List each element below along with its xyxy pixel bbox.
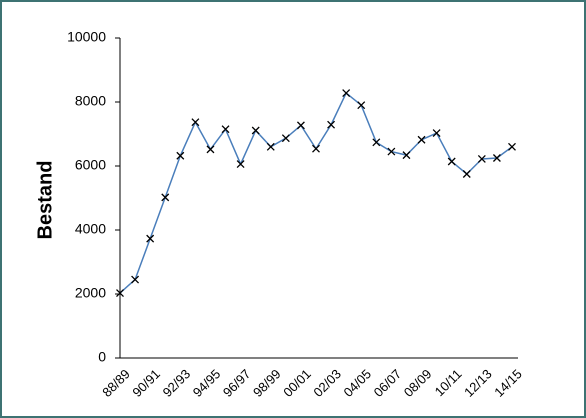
marker	[146, 234, 155, 243]
marker	[417, 135, 426, 144]
marker	[116, 289, 124, 297]
marker	[462, 170, 471, 178]
y-tick-label: 8000	[75, 93, 106, 109]
marker	[312, 144, 320, 153]
marker	[236, 160, 245, 169]
marker	[432, 129, 441, 137]
y-tick-label: 10000	[67, 29, 106, 45]
marker	[372, 138, 381, 147]
marker	[492, 154, 501, 162]
y-tick-label: 0	[98, 349, 106, 365]
y-tick-label: 6000	[75, 157, 106, 173]
marker	[191, 118, 200, 127]
y-tick-label: 2000	[75, 285, 106, 301]
marker	[447, 157, 456, 166]
marker	[176, 151, 185, 160]
marker	[508, 142, 516, 151]
marker	[387, 147, 396, 156]
marker	[402, 151, 411, 160]
marker	[251, 126, 260, 135]
marker	[281, 134, 290, 143]
marker	[266, 142, 275, 151]
marker	[131, 275, 140, 284]
marker	[296, 121, 305, 130]
marker	[342, 89, 351, 97]
marker	[477, 155, 486, 163]
y-tick-label: 4000	[75, 221, 106, 237]
marker	[161, 193, 170, 202]
marker	[221, 125, 230, 134]
y-axis-label: Bestand	[34, 161, 56, 240]
marker	[327, 120, 336, 129]
marker	[357, 101, 366, 110]
marker	[206, 145, 215, 154]
